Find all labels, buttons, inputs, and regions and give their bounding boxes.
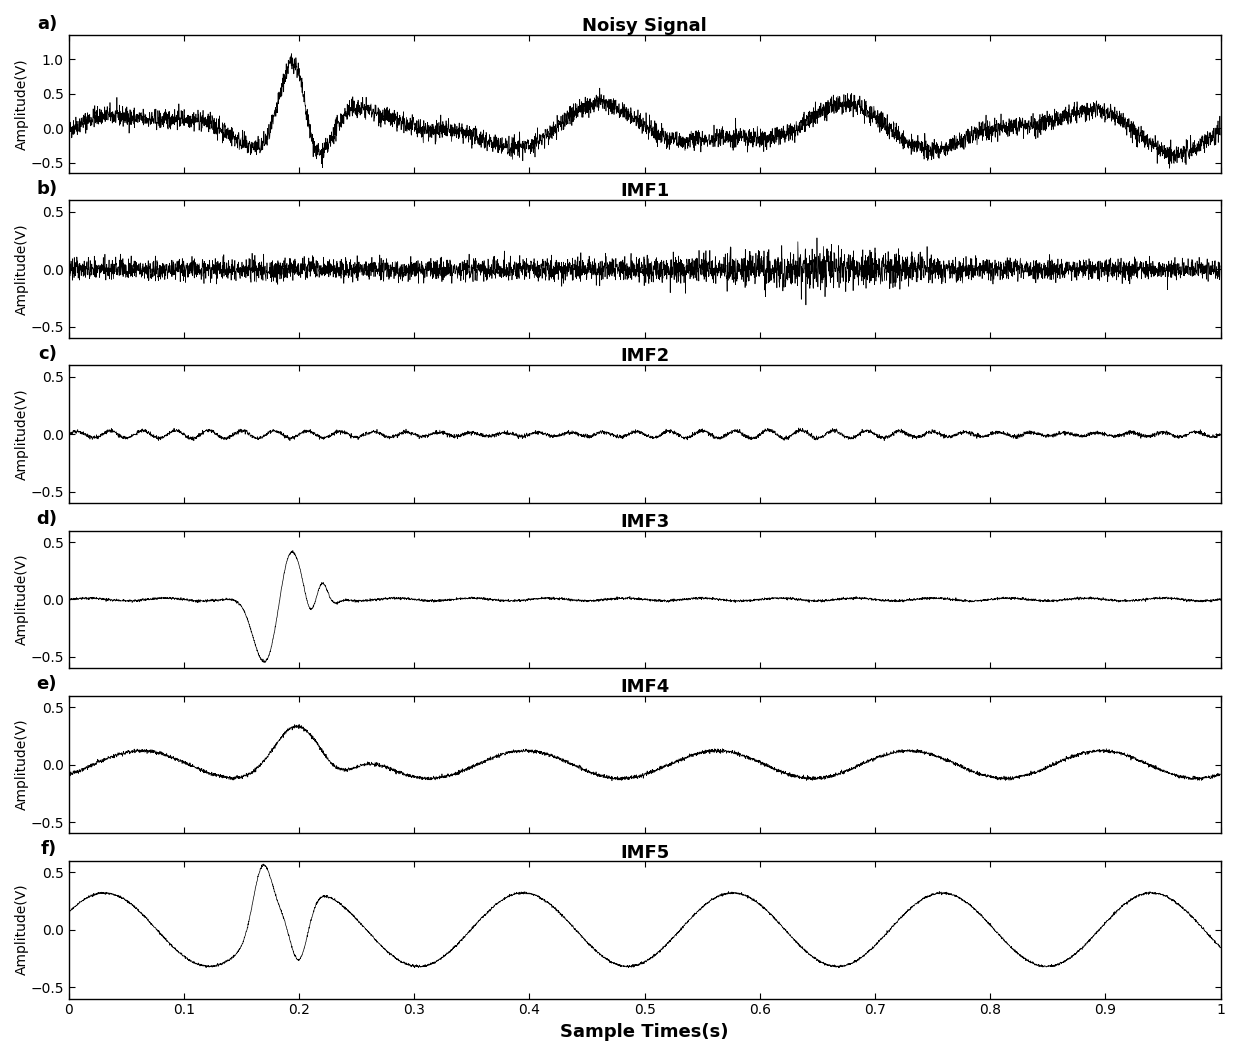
Text: b): b) [36,180,57,197]
Title: IMF3: IMF3 [620,512,670,530]
Text: c): c) [38,344,57,363]
Y-axis label: Amplitude(V): Amplitude(V) [15,884,29,976]
Text: e): e) [37,675,57,693]
Y-axis label: Amplitude(V): Amplitude(V) [15,58,29,150]
Y-axis label: Amplitude(V): Amplitude(V) [15,719,29,810]
Y-axis label: Amplitude(V): Amplitude(V) [15,224,29,315]
Text: a): a) [37,15,57,33]
Title: IMF5: IMF5 [620,844,670,862]
Text: f): f) [41,840,57,859]
Title: IMF2: IMF2 [620,347,670,365]
Text: d): d) [36,510,57,528]
Y-axis label: Amplitude(V): Amplitude(V) [15,553,29,645]
Y-axis label: Amplitude(V): Amplitude(V) [15,389,29,480]
Title: Noisy Signal: Noisy Signal [583,17,707,35]
X-axis label: Sample Times(s): Sample Times(s) [560,1023,729,1041]
Title: IMF4: IMF4 [620,678,670,696]
Title: IMF1: IMF1 [620,183,670,201]
